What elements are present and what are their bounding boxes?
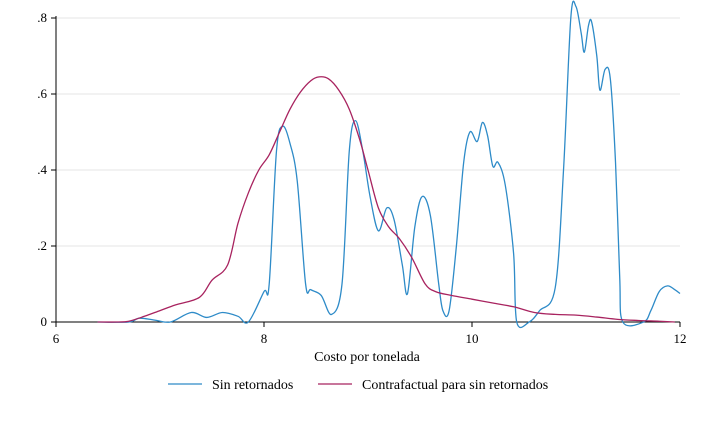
y-tick-label: .2 (37, 238, 47, 253)
axes: 0 .2 .4 .6 .8 6 8 10 12 (37, 10, 686, 346)
y-tick-label: .6 (37, 86, 47, 101)
series-lines (97, 0, 681, 329)
x-axis-title: Costo por tonelada (314, 350, 421, 365)
x-tick-label: 10 (466, 331, 479, 346)
x-tick-label: 8 (261, 331, 268, 346)
x-tick-label: 12 (674, 331, 687, 346)
y-tick-label: .8 (37, 10, 47, 25)
series-line-1 (97, 0, 681, 329)
y-tick-label: 0 (41, 314, 48, 329)
series-line-2 (97, 76, 675, 323)
legend-label-2: Contrafactual para sin retornados (362, 378, 548, 393)
legend: Sin retornados Contrafactual para sin ret… (168, 378, 548, 393)
legend-label-1: Sin retornados (212, 378, 293, 393)
y-tick-label: .4 (37, 162, 47, 177)
x-tick-label: 6 (53, 331, 60, 346)
